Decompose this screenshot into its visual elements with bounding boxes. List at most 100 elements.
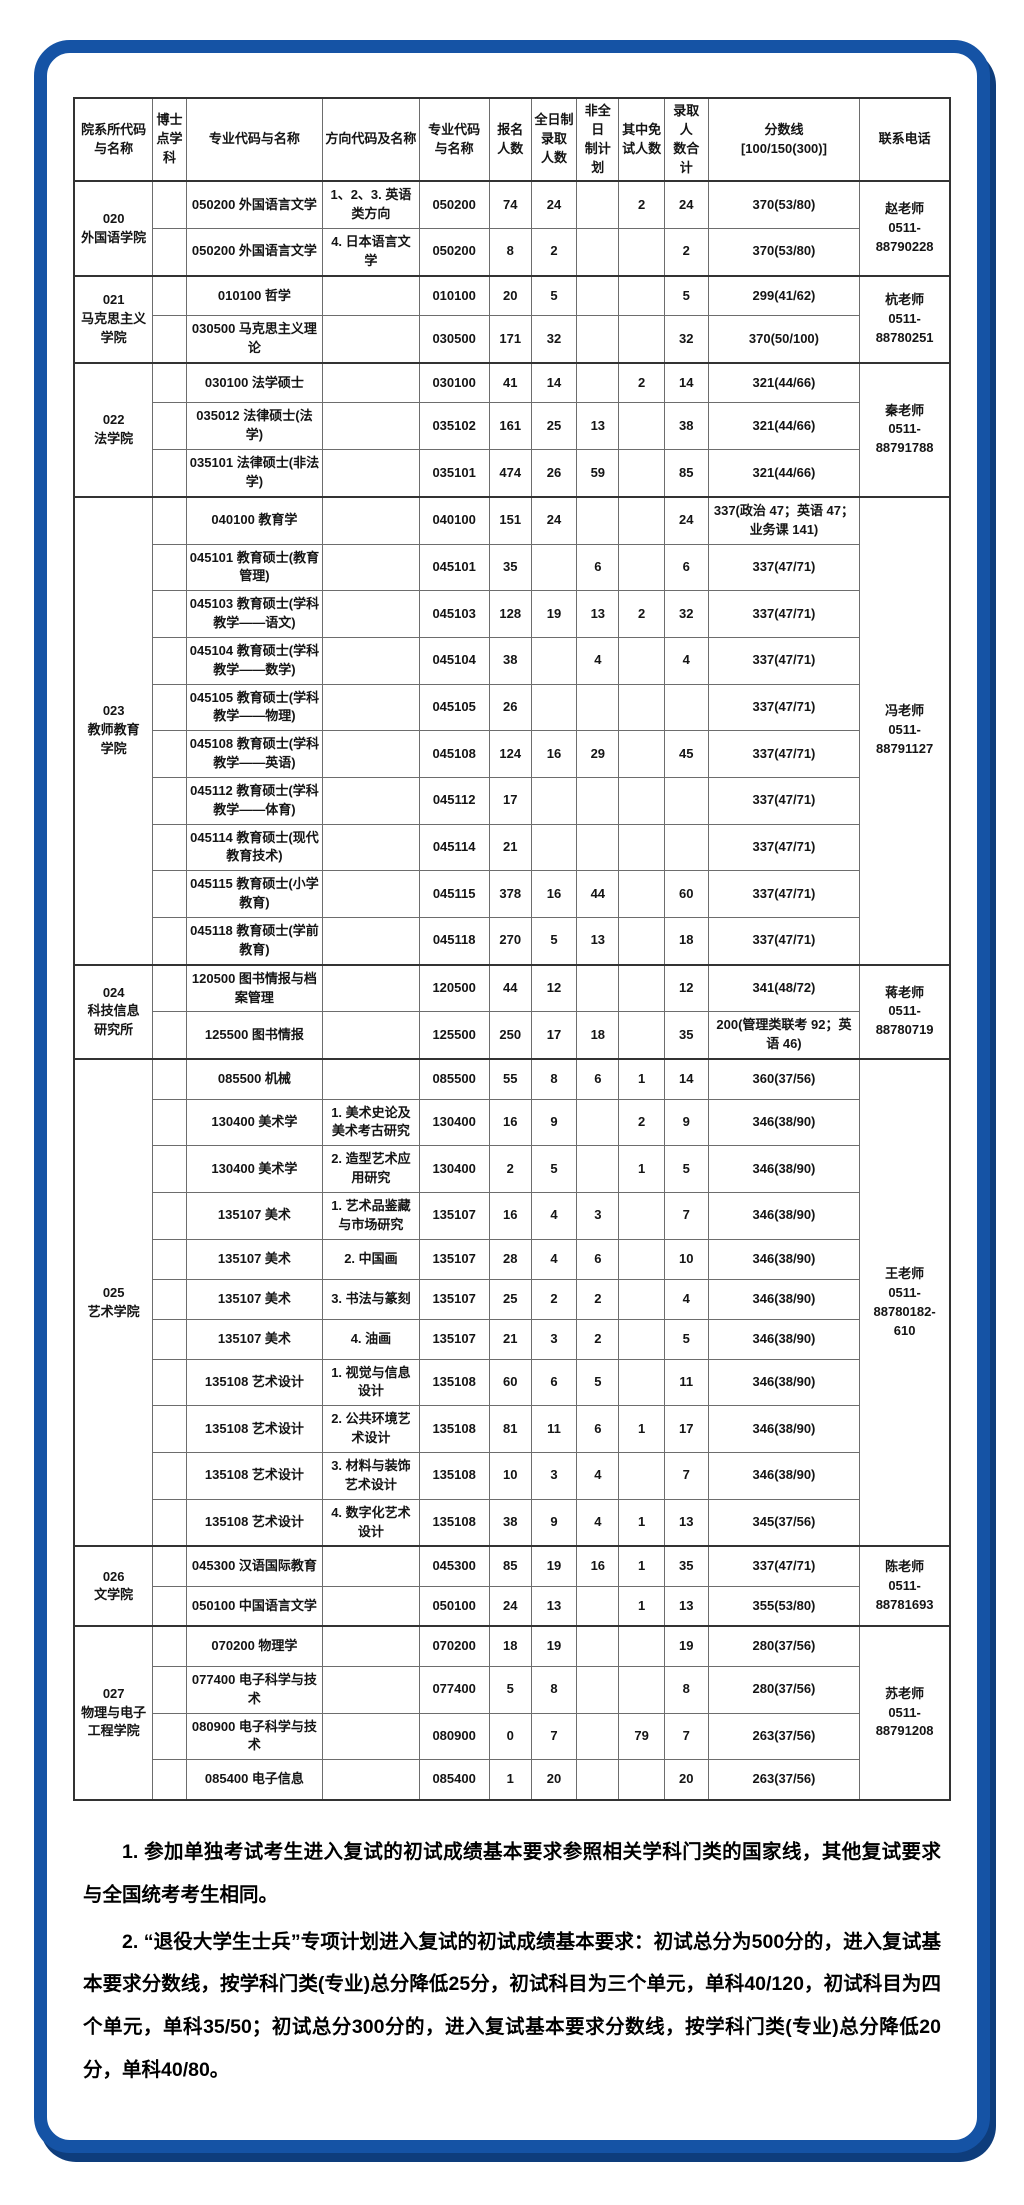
major-name-cell: 050100 中国语言文学: [185, 1585, 324, 1627]
applicants-cell: 74: [488, 180, 532, 230]
applicants-cell: 0: [488, 1712, 532, 1761]
applicants-cell: 55: [488, 1058, 532, 1100]
major-code-cell: 135108: [418, 1498, 490, 1547]
parttime-plan-cell: 6: [576, 543, 620, 592]
fulltime-admit-cell: 5: [530, 274, 578, 317]
col-header-score: 分数线 [100/150(300)]: [707, 97, 861, 182]
major-row: 026 文学院 045300 汉语国际教育 045300 85 19 16 1 35 337(4…: [73, 1545, 951, 1627]
applicants-cell: 16: [488, 1191, 532, 1240]
direction-cell: [322, 636, 420, 685]
major-name-cell: 070200 物理学: [185, 1625, 324, 1667]
direction-cell: [322, 1585, 420, 1627]
applicants-cell: 250: [488, 1011, 532, 1060]
score-line-cell: 341(48/72): [707, 963, 861, 1013]
applicants-cell: 16: [488, 1098, 532, 1147]
direction-cell: [322, 1625, 420, 1667]
fulltime-admit-cell: 12: [530, 963, 578, 1013]
fulltime-admit-cell: 3: [530, 1452, 578, 1500]
applicants-cell: 41: [488, 361, 532, 404]
parttime-plan-cell: 2: [576, 1318, 620, 1360]
total-admit-cell: [663, 776, 709, 825]
total-admit-cell: 5: [663, 274, 709, 317]
phd-discipline-cell: [152, 1278, 187, 1320]
major-code-cell: 050100: [418, 1585, 490, 1627]
total-admit-cell: 85: [663, 449, 709, 498]
major-row: 130400 美术学 1. 美术史论及美术考古研究 130400 16 9 2 9 346(3…: [74, 1098, 950, 1147]
fulltime-admit-cell: [530, 636, 578, 685]
applicants-cell: 10: [488, 1452, 532, 1500]
score-line-cell: 337(47/71): [707, 870, 861, 918]
total-admit-cell: 4: [663, 1278, 709, 1320]
fulltime-admit-cell: 16: [530, 730, 578, 778]
major-name-cell: 045300 汉语国际教育: [185, 1545, 324, 1587]
total-admit-cell: 8: [663, 1665, 709, 1714]
total-admit-cell: 35: [663, 1011, 709, 1060]
major-code-cell: 040100: [418, 495, 490, 545]
total-admit-cell: 9: [663, 1098, 709, 1147]
phd-discipline-cell: [152, 1665, 187, 1714]
phd-discipline-cell: [152, 543, 187, 592]
major-name-cell: 135107 美术: [185, 1238, 324, 1280]
total-admit-cell: 2: [663, 228, 709, 277]
dept-cell: 025 艺术学院: [73, 1058, 154, 1547]
major-row: 135108 艺术设计 1. 视觉与信息设计 135108 60 6 5 11 346(38/…: [74, 1358, 950, 1407]
exempt-count-cell: 2: [618, 361, 665, 404]
major-code-cell: 045105: [418, 683, 490, 732]
major-code-cell: 030100: [418, 361, 490, 404]
score-line-cell: 337(47/71): [707, 636, 861, 685]
fulltime-admit-cell: 11: [530, 1405, 578, 1453]
direction-cell: [322, 315, 420, 364]
col-header-exempt: 其中免 试人数: [618, 97, 665, 182]
major-row: 077400 电子科学与技术 077400 5 8 8 280(37/56): [74, 1665, 950, 1714]
parttime-plan-cell: [576, 1585, 620, 1627]
exempt-count-cell: 1: [618, 1058, 665, 1100]
major-name-cell: 085500 机械: [185, 1058, 324, 1100]
direction-cell: [322, 963, 420, 1013]
phd-discipline-cell: [152, 963, 187, 1013]
major-code-cell: 070200: [418, 1625, 490, 1667]
score-line-cell: 346(38/90): [707, 1358, 861, 1407]
score-line-cell: 346(38/90): [707, 1278, 861, 1320]
major-name-cell: 030500 马克思主义理论: [185, 315, 324, 364]
total-admit-cell: 14: [663, 361, 709, 404]
major-code-cell: 080900: [418, 1712, 490, 1761]
note-paragraph-2: 2. “退役大学生士兵”专项计划进入复试的初试成绩基本要求：初试总分为500分的…: [83, 1930, 941, 2082]
major-row: 022 法学院 030100 法学硕士 030100 41 14 2 14 321(44/66…: [73, 361, 951, 498]
parttime-plan-cell: [576, 683, 620, 732]
phd-discipline-cell: [152, 823, 187, 872]
major-code-cell: 050200: [418, 180, 490, 230]
major-name-cell: 135108 艺术设计: [185, 1405, 324, 1453]
exempt-count-cell: 2: [618, 180, 665, 230]
exempt-count-cell: [618, 1011, 665, 1060]
direction-cell: 3. 书法与篆刻: [322, 1278, 420, 1320]
direction-cell: [322, 1712, 420, 1761]
major-row: 030500 马克思主义理论 030500 171 32 32 370(50/100): [74, 315, 950, 364]
phd-discipline-cell: [152, 916, 187, 966]
score-line-cell: 280(37/56): [707, 1665, 861, 1714]
parttime-plan-cell: [576, 823, 620, 872]
contact-cell: 陈老师 0511- 88781693: [859, 1545, 951, 1627]
major-code-cell: 045101: [418, 543, 490, 592]
col-header-major: 专业代码与名称: [185, 97, 324, 182]
phd-discipline-cell: [152, 1585, 187, 1627]
major-code-cell: 085400: [418, 1759, 490, 1801]
major-row: 045105 教育硕士(学科教学——物理) 045105 26 337(47/71): [74, 683, 950, 732]
dept-cell: 027 物理与电子 工程学院: [73, 1625, 154, 1801]
total-admit-cell: 6: [663, 543, 709, 592]
score-line-cell: 337(47/71): [707, 776, 861, 825]
exempt-count-cell: 1: [618, 1498, 665, 1547]
direction-cell: 2. 造型艺术应用研究: [322, 1145, 420, 1193]
total-admit-cell: 38: [663, 402, 709, 451]
major-name-cell: 045101 教育硕士(教育管理): [185, 543, 324, 592]
major-row: 125500 图书情报 125500 250 17 18 35 200(管理类联考 92；英…: [74, 1011, 950, 1060]
major-code-cell: 035101: [418, 449, 490, 498]
total-admit-cell: 35: [663, 1545, 709, 1587]
total-admit-cell: 13: [663, 1585, 709, 1627]
applicants-cell: 18: [488, 1625, 532, 1667]
col-header-direction: 方向代码及名称: [322, 97, 420, 182]
score-line-cell: 346(38/90): [707, 1098, 861, 1147]
major-row: 021 马克思主义 学院 010100 哲学 010100 20 5 5 299(41/62…: [73, 274, 951, 364]
phd-discipline-cell: [152, 1712, 187, 1761]
major-row: 045115 教育硕士(小学教育) 045115 378 16 44 60 337(47/7…: [74, 870, 950, 918]
fulltime-admit-cell: 5: [530, 1145, 578, 1193]
